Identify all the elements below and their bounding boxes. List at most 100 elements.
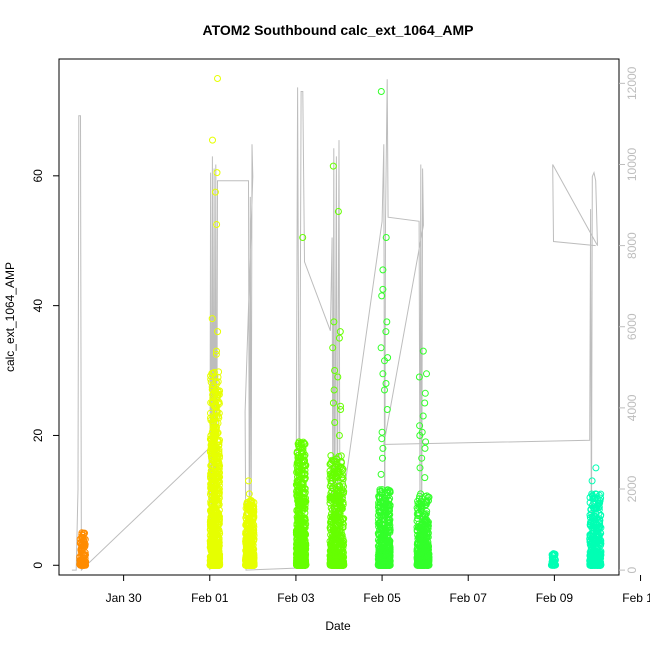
data-point	[378, 533, 386, 541]
data-point	[335, 493, 343, 501]
data-point	[247, 555, 255, 563]
data-point	[586, 499, 594, 507]
data-point	[340, 541, 347, 549]
data-point	[340, 483, 347, 491]
data-point	[329, 344, 337, 352]
point-cluster	[206, 75, 224, 569]
data-point	[416, 557, 424, 565]
data-point	[242, 536, 250, 544]
data-point	[80, 541, 88, 548]
x-axis-label: Date	[325, 619, 351, 633]
data-point	[377, 523, 385, 531]
data-point	[329, 524, 337, 532]
data-point	[416, 464, 424, 472]
data-point	[595, 557, 603, 565]
data-point	[214, 387, 222, 395]
data-point	[208, 450, 215, 458]
data-point	[415, 549, 423, 557]
data-point	[335, 334, 343, 342]
data-point	[333, 551, 341, 559]
data-point	[213, 347, 220, 355]
data-point	[210, 456, 218, 464]
data-point	[589, 491, 596, 499]
data-point	[214, 419, 222, 427]
data-point	[333, 558, 341, 566]
data-point	[593, 515, 601, 522]
x-tick-label: Feb 09	[536, 591, 574, 605]
data-point	[378, 428, 386, 436]
data-point	[416, 432, 424, 439]
data-point	[375, 545, 383, 553]
data-point	[378, 435, 386, 443]
data-point	[215, 442, 223, 450]
data-point	[210, 503, 218, 511]
x-tick-label: Feb 11	[622, 591, 650, 605]
data-point	[301, 457, 309, 465]
data-point	[215, 481, 223, 489]
data-point	[588, 477, 596, 485]
data-point	[209, 394, 217, 402]
data-point	[420, 561, 428, 569]
data-point	[79, 561, 87, 569]
data-point	[381, 386, 388, 394]
data-point	[301, 501, 309, 509]
data-point	[377, 470, 385, 478]
point-cluster	[292, 234, 310, 569]
data-point	[339, 471, 346, 479]
y-left-tick-label: 20	[31, 428, 45, 442]
data-point	[214, 489, 222, 497]
x-tick-label: Jan 30	[106, 591, 142, 605]
data-point	[336, 519, 344, 527]
data-point	[247, 539, 255, 547]
data-point	[298, 466, 306, 474]
data-point	[295, 521, 303, 529]
point-cluster	[547, 550, 560, 569]
data-point	[211, 489, 219, 497]
point-cluster	[374, 88, 394, 569]
data-point	[296, 454, 304, 462]
data-point	[293, 513, 301, 521]
data-point	[339, 548, 347, 556]
data-point	[377, 88, 385, 95]
data-point	[421, 522, 429, 530]
data-point	[547, 561, 555, 569]
data-point	[210, 557, 217, 565]
data-point	[295, 488, 303, 496]
data-point	[81, 549, 89, 557]
data-point	[213, 561, 221, 569]
data-point	[418, 454, 426, 462]
data-point	[382, 328, 390, 336]
data-point	[209, 136, 216, 144]
data-point	[326, 537, 334, 545]
data-point	[211, 188, 219, 196]
data-point	[214, 412, 222, 420]
data-point	[422, 544, 430, 552]
data-point	[300, 530, 307, 538]
data-point	[301, 489, 309, 497]
data-point	[415, 373, 423, 381]
y-axis-left: 0 20 40 60	[31, 169, 59, 569]
data-point	[299, 493, 307, 501]
data-point	[214, 545, 222, 553]
scatter-points-layer	[76, 75, 605, 569]
data-point	[212, 430, 220, 438]
data-point	[340, 515, 348, 523]
data-point	[377, 561, 385, 569]
data-point	[294, 476, 302, 484]
data-point	[597, 561, 605, 569]
plot-frame	[58, 58, 620, 576]
data-point	[330, 386, 338, 394]
data-point	[587, 518, 595, 526]
data-point	[208, 315, 216, 323]
data-point	[379, 444, 387, 452]
data-point	[384, 537, 392, 545]
data-point	[245, 490, 253, 498]
data-point	[385, 527, 393, 534]
data-point	[419, 412, 427, 420]
data-point	[299, 503, 307, 511]
data-point	[207, 436, 215, 444]
data-point	[293, 552, 301, 560]
data-point	[247, 527, 255, 535]
data-point	[213, 470, 221, 478]
